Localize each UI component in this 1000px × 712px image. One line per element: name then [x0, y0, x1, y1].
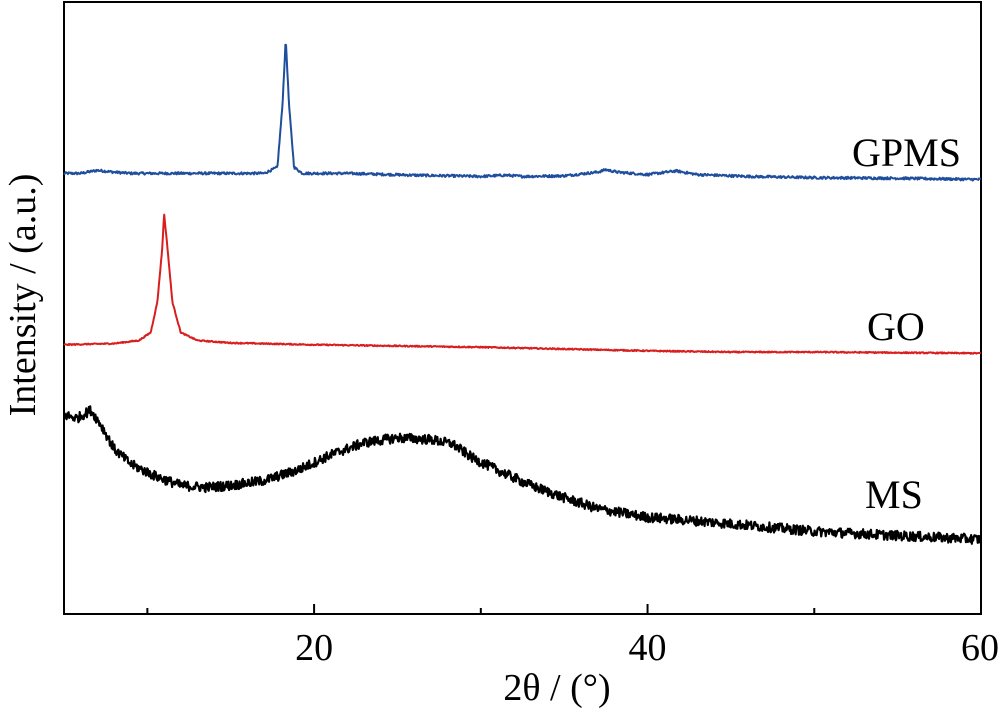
series-line-ms: [63, 405, 983, 545]
series-label-gpms: GPMS: [852, 130, 961, 175]
series-layer: [63, 43, 983, 545]
x-axis-ticks: 20 40 60: [146, 604, 999, 669]
x-tick-label: 60: [961, 627, 999, 669]
x-axis-label: 2θ / (°): [503, 667, 610, 709]
plot-frame: [63, 1, 982, 615]
series-line-gpms: [63, 43, 982, 182]
x-tick-label: 20: [295, 627, 333, 669]
series-label-ms: MS: [865, 472, 923, 517]
y-axis-label: Intensity / (a.u.): [2, 174, 44, 417]
x-tick-label: 40: [629, 627, 667, 669]
series-line-go: [63, 213, 982, 355]
series-label-go: GO: [867, 304, 925, 349]
